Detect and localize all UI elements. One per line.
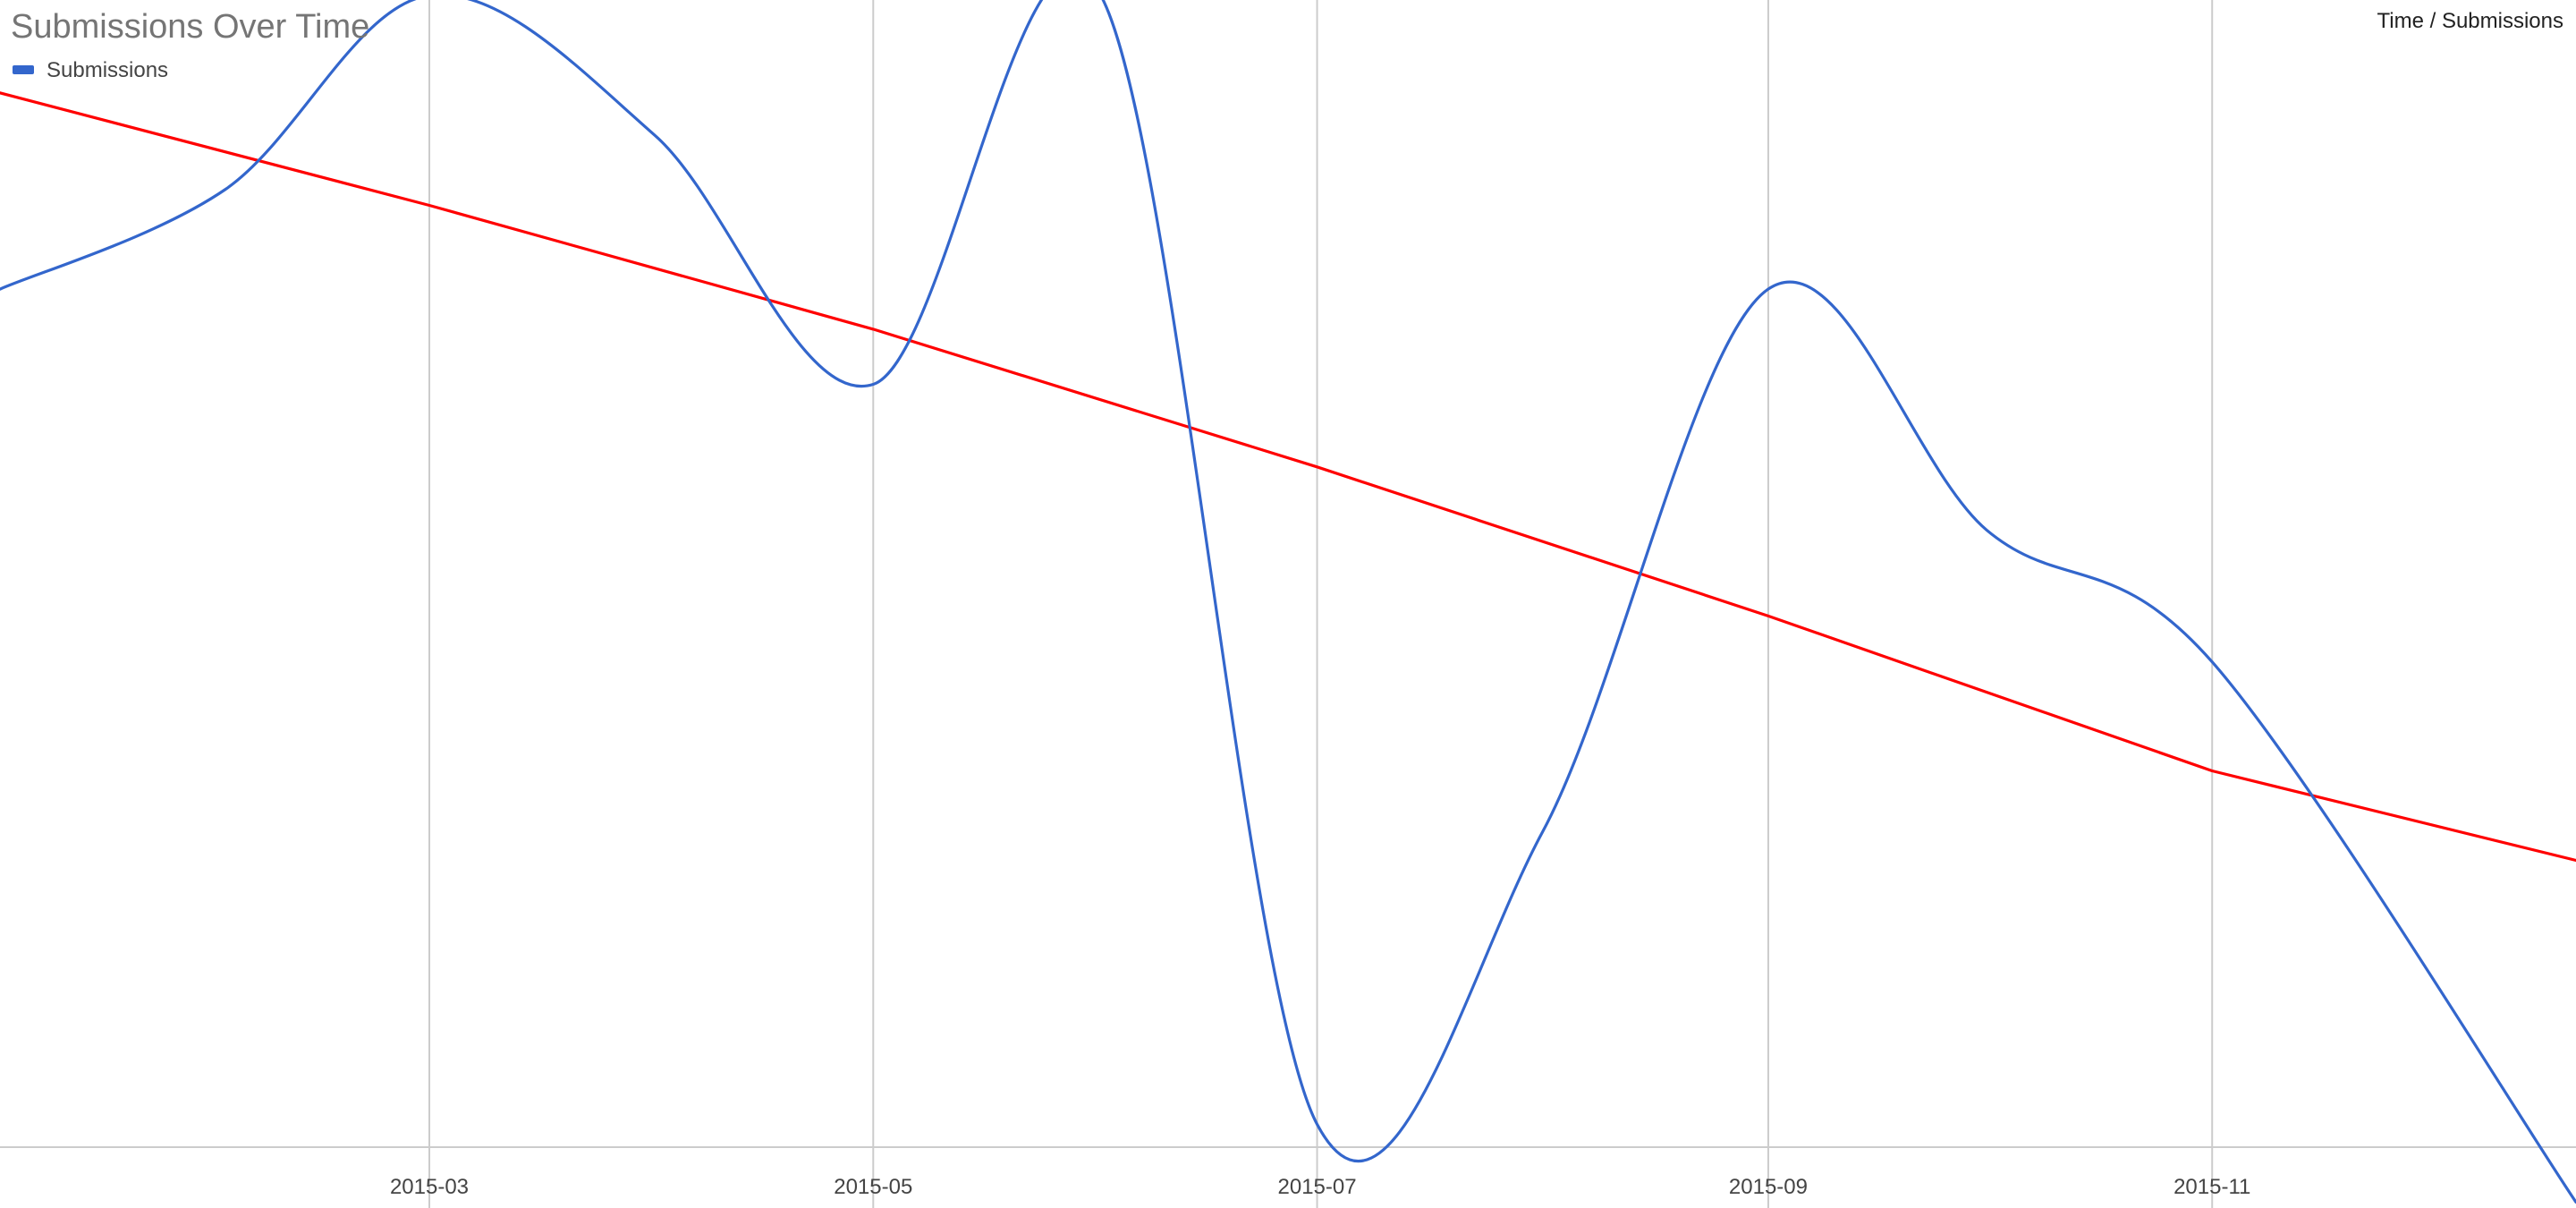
gridlines: [428, 0, 2214, 1208]
chart-title: Submissions Over Time: [11, 8, 369, 46]
legend-label-submissions: Submissions: [47, 58, 168, 82]
legend: Submissions: [13, 58, 168, 82]
x-tick-labels: 2015-03 2015-05 2015-07 2015-09 2015-11: [390, 1175, 2250, 1199]
x-tick-label-2015-03: 2015-03: [390, 1175, 469, 1199]
x-tick-label-2015-07: 2015-07: [1278, 1175, 1357, 1199]
x-tick-label-2015-05: 2015-05: [834, 1175, 912, 1199]
x-tick-label-2015-11: 2015-11: [2174, 1175, 2250, 1199]
trend-line: [0, 91, 2576, 863]
axes-label: Time / Submissions: [2377, 9, 2564, 33]
x-tick-label-2015-09: 2015-09: [1729, 1175, 1808, 1199]
legend-swatch-submissions: [13, 65, 34, 74]
